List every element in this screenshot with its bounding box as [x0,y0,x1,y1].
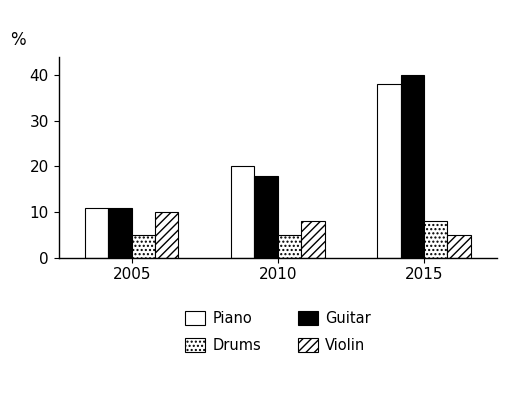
Bar [85,208,109,258]
Bar [447,235,471,258]
Bar [155,212,179,258]
Text: %: % [10,31,26,49]
Bar [377,84,400,258]
Bar [400,75,424,258]
Bar [278,235,301,258]
Bar [109,208,132,258]
Legend: Piano, Drums, Guitar, Violin: Piano, Drums, Guitar, Violin [179,305,377,359]
Bar [132,235,155,258]
Bar [301,221,325,258]
Bar [424,221,447,258]
Bar [231,166,254,258]
Bar [254,176,278,258]
